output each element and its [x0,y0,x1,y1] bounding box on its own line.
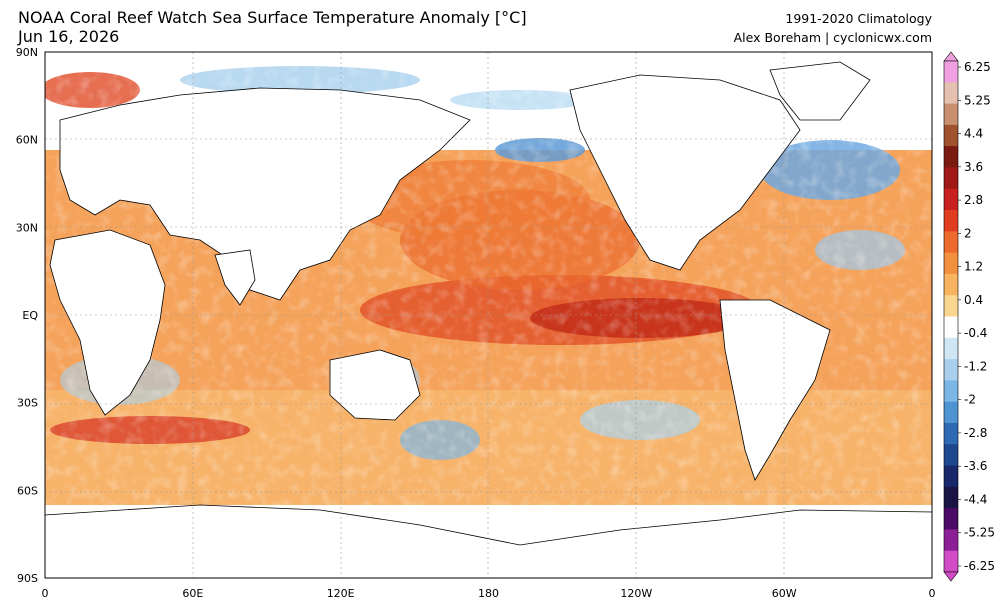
colorbar-swatch [944,359,958,381]
lat-label-eq: EQ [22,309,38,322]
colorbar-swatch [944,529,958,552]
lat-label-30s: 30S [17,397,38,410]
lat-label-60s: 60S [17,484,38,497]
colorbar-label: -0.4 [964,326,987,340]
lon-label-3: 180 [478,587,499,600]
colorbar-swatch [944,273,958,296]
colorbar-swatch [944,550,958,573]
colorbar-swatch [944,337,958,360]
lon-label-5: 60W [772,587,797,600]
lat-label-30n: 30N [16,221,38,234]
colorbar-swatch [944,188,958,211]
lat-label-60n: 60N [16,134,38,147]
colorbar-label: -2.8 [964,426,987,440]
colorbar-swatch [944,210,958,232]
lon-label-4: 120W [620,587,652,600]
colorbar-swatch [944,61,958,83]
eurasia-landmass [59,87,471,301]
colorbar-label: -4.4 [964,492,987,506]
colorbar-swatch [944,124,958,147]
colorbar-label: 5.25 [964,93,991,107]
lon-label-6: 0 [929,587,936,600]
antarctica-landmass [45,504,932,578]
colorbar-label: 1.2 [964,260,983,274]
colorbar-label: 0.4 [964,293,983,307]
colorbar-swatch [944,422,958,445]
credit-label: Alex Boreham | cyclonicwx.com [733,30,932,45]
lat-label-90n: 90N [16,46,38,59]
colorbar-swatch [944,508,958,530]
colorbar-label: -3.6 [964,459,987,473]
colorbar-label: -6.25 [964,559,995,573]
australia-landmass [329,349,421,421]
india-landmass [214,249,256,306]
colorbar-label: -1.2 [964,359,987,373]
colorbar-label: 4.4 [964,127,983,141]
colorbar-swatch [944,465,958,488]
lon-label-2: 120E [327,587,355,600]
south-america-landmass [719,299,831,481]
colorbar-swatch [944,103,958,126]
colorbar-max-arrow [943,51,959,62]
colorbar-swatch [944,146,958,168]
colorbar [943,51,959,582]
north-america-landmass [569,74,801,271]
colorbar-swatch [944,380,958,403]
colorbar-labels: 6.25 5.25 4.4 3.6 2.8 2 1.2 0.4 -0.4 -1.2 -2 -2.8 -3… [958,60,995,573]
colorbar-min-arrow [943,571,959,582]
map-title: NOAA Coral Reef Watch Sea Surface Temper… [18,8,527,27]
colorbar-swatch [944,82,958,104]
lon-label-0: 0 [42,587,49,600]
latitude-labels: 90N 60N 30N EQ 30S 60S 90S [16,46,39,585]
colorbar-label: 6.25 [964,60,991,74]
africa-landmass [49,229,166,416]
colorbar-swatch [944,167,958,190]
colorbar-label: -5.25 [964,526,995,540]
colorbar-label: 2 [964,226,972,240]
map-date: Jun 16, 2026 [18,27,120,46]
colorbar-label: 3.6 [964,160,983,174]
land-masses [45,61,932,578]
greenland-landmass [769,61,871,121]
colorbar-swatch [944,401,958,424]
colorbar-swatch [944,295,958,317]
longitude-labels: 0 60E 120E 180 120W 60W 0 [42,587,936,600]
colorbar-swatch [944,486,958,509]
lat-label-90s: 90S [17,572,38,585]
colorbar-label: -2 [964,393,976,407]
colorbar-swatch [944,316,958,339]
map-frame [44,51,933,579]
colorbar-swatch [944,444,958,466]
colorbar-swatch [944,231,958,254]
colorbar-label: 2.8 [964,193,983,207]
lon-label-1: 60E [182,587,203,600]
colorbar-swatch [944,252,958,275]
climatology-label: 1991-2020 Climatology [785,11,932,26]
